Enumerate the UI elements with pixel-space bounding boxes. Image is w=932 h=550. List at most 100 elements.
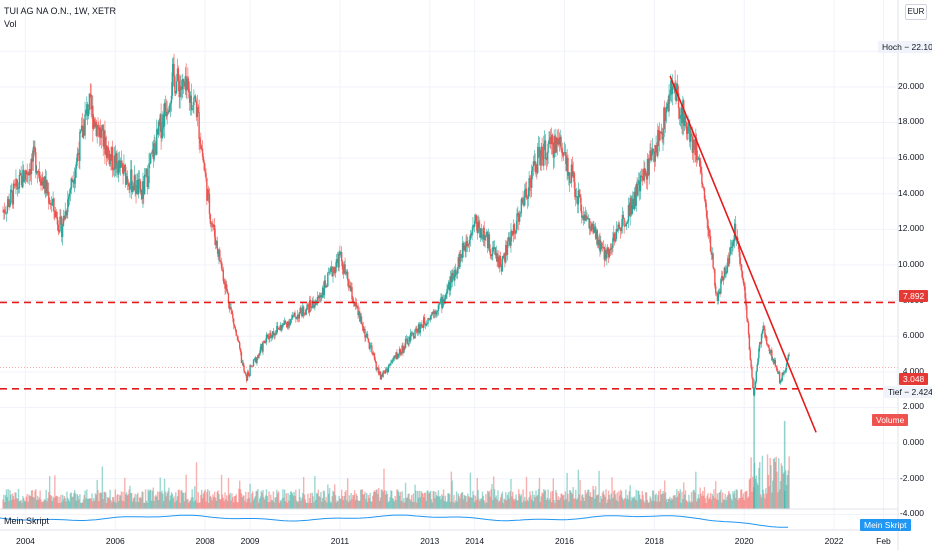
volume-bar — [678, 493, 681, 509]
candle-body — [275, 333, 277, 335]
candle-body — [252, 359, 255, 366]
volume-bar — [39, 490, 41, 509]
candle-body — [638, 180, 640, 184]
candle-body — [155, 145, 157, 155]
volume-bar — [782, 473, 784, 509]
volume-bar — [308, 502, 310, 509]
candle-body — [137, 179, 140, 195]
volume-bar — [198, 502, 200, 509]
volume-bar — [126, 495, 129, 509]
volume-bar — [273, 502, 275, 509]
volume-bar — [389, 496, 391, 509]
candle-body — [500, 265, 503, 272]
volume-bar — [705, 502, 707, 509]
volume-bar — [711, 493, 713, 509]
volume-bar — [466, 501, 468, 509]
volume-bar — [698, 498, 700, 509]
volume-bar — [594, 486, 597, 509]
candle-body — [556, 137, 558, 145]
volume-bar — [510, 478, 512, 509]
volume-bar — [455, 491, 458, 509]
volume-bar — [713, 489, 715, 509]
volume-bar — [286, 502, 288, 509]
candle-body — [202, 156, 205, 163]
volume-bar — [564, 491, 567, 509]
volume-bar — [407, 493, 409, 509]
volume-bar — [249, 483, 251, 509]
candle-body — [732, 240, 734, 247]
volume-bar — [321, 498, 324, 509]
candle-body — [161, 128, 163, 139]
volume-bar — [453, 494, 455, 509]
volume-bar — [488, 490, 491, 509]
candle-body — [256, 358, 258, 364]
candle-body — [532, 161, 535, 167]
candle-body — [93, 119, 96, 127]
volume-bar — [508, 498, 510, 509]
indicator-title[interactable]: Mein Skript — [4, 516, 50, 526]
candle-body — [581, 215, 584, 218]
candle-body — [63, 216, 66, 220]
volume-bar — [144, 489, 147, 509]
candle-body — [554, 136, 556, 153]
volume-legend-label[interactable]: Vol — [4, 19, 17, 29]
volume-bar — [499, 497, 502, 509]
candle-body — [782, 372, 784, 375]
candle-body — [520, 199, 523, 213]
time-tick-label: 2020 — [734, 536, 754, 546]
volume-bar — [115, 502, 117, 509]
volume-bar — [461, 492, 463, 509]
volume-bar — [489, 496, 491, 509]
candle-body — [524, 188, 527, 190]
volume-bar — [519, 496, 522, 509]
volume-bar — [324, 500, 326, 509]
candle-body — [422, 326, 424, 328]
candle-body — [300, 307, 302, 314]
candle-body — [540, 146, 542, 166]
candle-body — [575, 196, 577, 198]
candle-body — [22, 169, 24, 188]
volume-bar — [10, 499, 13, 509]
volume-bar — [774, 462, 777, 509]
candle-body — [274, 333, 276, 336]
candle-body — [496, 252, 498, 263]
volume-bar — [505, 492, 507, 509]
currency-button[interactable]: EUR — [905, 4, 927, 20]
candle-body — [41, 177, 43, 186]
volume-bar — [50, 495, 53, 509]
candle-body — [239, 342, 241, 349]
candle-body — [771, 350, 773, 361]
candle-body — [341, 261, 344, 270]
volume-bar — [169, 495, 172, 509]
volume-bar — [296, 502, 299, 509]
candle-body — [366, 333, 369, 339]
candle-body — [424, 323, 427, 326]
volume-bar — [648, 502, 650, 509]
candle-body — [158, 121, 161, 126]
candle-body — [592, 224, 594, 233]
candle-body — [463, 245, 466, 251]
candle-body — [346, 271, 349, 281]
volume-bar — [272, 491, 275, 509]
volume-bar — [749, 478, 751, 509]
volume-bar — [629, 485, 631, 509]
volume-bar — [227, 477, 230, 509]
candle-body — [311, 300, 313, 308]
candle-body — [390, 362, 392, 365]
price-tick-label: -2.000 — [899, 472, 924, 483]
candle-body — [759, 342, 762, 344]
candle-body — [207, 189, 210, 195]
candle-body — [46, 180, 48, 194]
volume-bar — [74, 493, 77, 509]
volume-bar — [35, 489, 37, 509]
candle-body — [689, 133, 692, 142]
volume-bar — [210, 497, 212, 509]
candle-body — [754, 381, 757, 389]
symbol-title[interactable]: TUI AG NA O.N., 1W, XETR — [4, 6, 117, 16]
candle-body — [118, 160, 120, 175]
volume-bar — [292, 495, 294, 509]
candle-body — [679, 116, 681, 119]
candle-body — [44, 176, 47, 194]
volume-bar — [777, 492, 779, 509]
